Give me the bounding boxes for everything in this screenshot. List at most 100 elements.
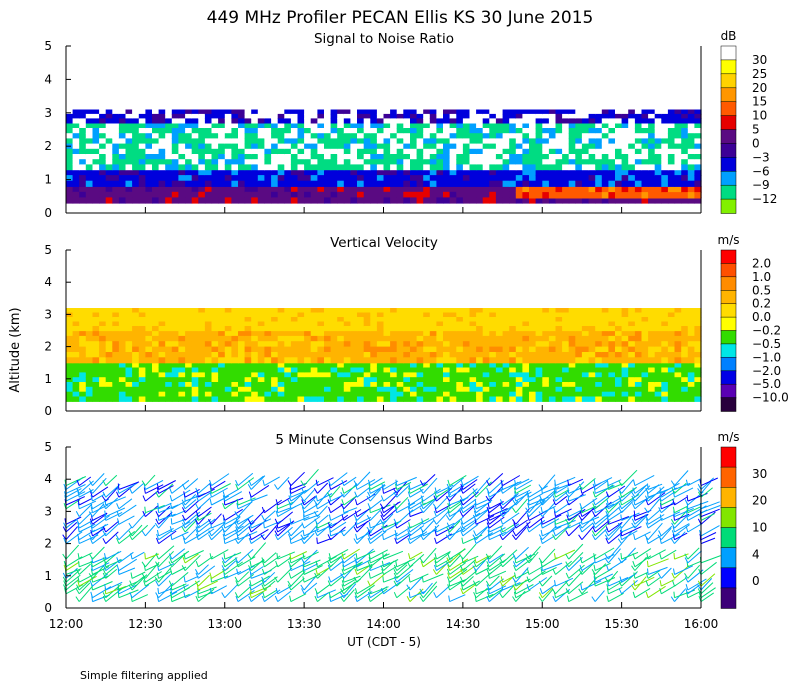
wind-barb <box>303 582 318 595</box>
heatmap-cell <box>634 396 643 402</box>
heatmap-cell <box>251 391 259 398</box>
wind-barb-flag <box>366 495 371 502</box>
heatmap-cell <box>681 143 689 150</box>
heatmap-cell <box>489 169 497 176</box>
heatmap-cell <box>257 113 265 119</box>
chart-title: 449 MHz Profiler PECAN Ellis KS 30 June … <box>207 8 594 28</box>
heatmap-cell <box>509 122 517 129</box>
heatmap-cell <box>178 138 186 145</box>
heatmap-cell <box>198 128 206 134</box>
heatmap-cell <box>489 321 497 327</box>
wind-barb <box>264 524 278 541</box>
heatmap-cell <box>370 159 378 165</box>
heatmap-cell <box>324 180 332 187</box>
heatmap-cell <box>158 169 166 176</box>
heatmap-cell <box>634 175 643 182</box>
heatmap-cell <box>350 341 358 348</box>
wind-barb-flag <box>645 580 649 587</box>
heatmap-cell <box>218 148 226 155</box>
heatmap-cell <box>363 330 371 337</box>
heatmap-cell <box>191 335 199 342</box>
heatmap-cell <box>92 367 100 373</box>
wind-barb <box>317 538 332 545</box>
heatmap-cell <box>85 335 93 342</box>
wind-barb <box>383 575 400 583</box>
heatmap-cell <box>145 377 153 383</box>
wind-barb-flag <box>472 565 477 571</box>
heatmap-cell <box>165 341 173 348</box>
heatmap-cell <box>456 391 464 398</box>
heatmap-cell <box>634 367 643 373</box>
wind-barb <box>409 573 429 583</box>
heatmap-cell <box>118 312 127 318</box>
heatmap-cell <box>535 317 543 323</box>
heatmap-cell <box>621 386 629 393</box>
heatmap-cell <box>687 382 695 388</box>
heatmap-cell <box>608 391 616 398</box>
heatmap-cell <box>211 382 219 388</box>
wind-barb-flag <box>367 491 371 498</box>
heatmap-cell <box>178 352 186 358</box>
heatmap-cell <box>615 362 623 369</box>
heatmap-cell <box>449 317 457 323</box>
heatmap-cell <box>152 382 160 388</box>
heatmap-cell <box>535 341 543 348</box>
heatmap-cell <box>489 346 497 353</box>
heatmap-cell <box>489 197 497 204</box>
heatmap-cell <box>125 118 133 124</box>
heatmap-cell <box>436 159 444 165</box>
heatmap-cell <box>330 164 338 171</box>
heatmap-cell <box>601 180 609 187</box>
heatmap-cell <box>357 321 365 327</box>
wind-barb <box>555 560 573 575</box>
heatmap-cell <box>449 372 457 378</box>
heatmap-cell <box>403 197 411 204</box>
heatmap-cell <box>641 321 649 327</box>
heatmap-cell <box>317 386 325 393</box>
heatmap-cell <box>548 143 557 150</box>
heatmap-cell <box>290 321 299 327</box>
heatmap-cell <box>396 175 404 182</box>
heatmap-cell <box>92 312 100 318</box>
heatmap-cell <box>548 396 557 402</box>
heatmap-cell <box>118 186 127 193</box>
heatmap-cell <box>628 317 636 323</box>
wind-barb <box>581 580 602 591</box>
heatmap-cell <box>449 113 457 119</box>
heatmap-cell <box>343 367 351 373</box>
heatmap-cell <box>297 372 305 378</box>
heatmap-cell <box>601 312 609 318</box>
heatmap-cell <box>489 113 497 119</box>
heatmap-cell <box>138 191 146 198</box>
wind-barb <box>78 582 91 595</box>
wind-barb-flag <box>194 580 199 587</box>
y-axis-label: Altitude (km) <box>8 307 23 392</box>
heatmap-cell <box>343 159 351 165</box>
heatmap-cell <box>277 326 285 332</box>
wind-barb <box>211 495 230 506</box>
heatmap-cell <box>522 143 530 150</box>
wind-barb-flag <box>77 522 80 529</box>
wind-barb-flag <box>235 483 239 490</box>
wind-barb <box>277 511 294 525</box>
heatmap-cell <box>79 362 87 369</box>
heatmap-cell <box>317 118 325 124</box>
heatmap-cell <box>158 396 166 402</box>
heatmap-cell <box>171 357 179 364</box>
heatmap-cell <box>456 377 464 383</box>
heatmap-cell <box>654 128 662 134</box>
heatmap-cell <box>171 197 179 204</box>
wind-barb-flag <box>300 495 305 502</box>
heatmap-cell <box>436 396 444 402</box>
heatmap-cell <box>211 175 219 182</box>
heatmap-cell <box>621 377 629 383</box>
heatmap-cell <box>383 143 391 150</box>
heatmap-cell <box>324 386 332 393</box>
wind-barb-flag <box>565 588 570 595</box>
heatmap-cell <box>231 346 239 353</box>
y-tick-label: 1 <box>44 173 52 187</box>
heatmap-cell <box>694 391 702 398</box>
heatmap-cell <box>357 367 365 373</box>
heatmap-cell <box>396 391 404 398</box>
